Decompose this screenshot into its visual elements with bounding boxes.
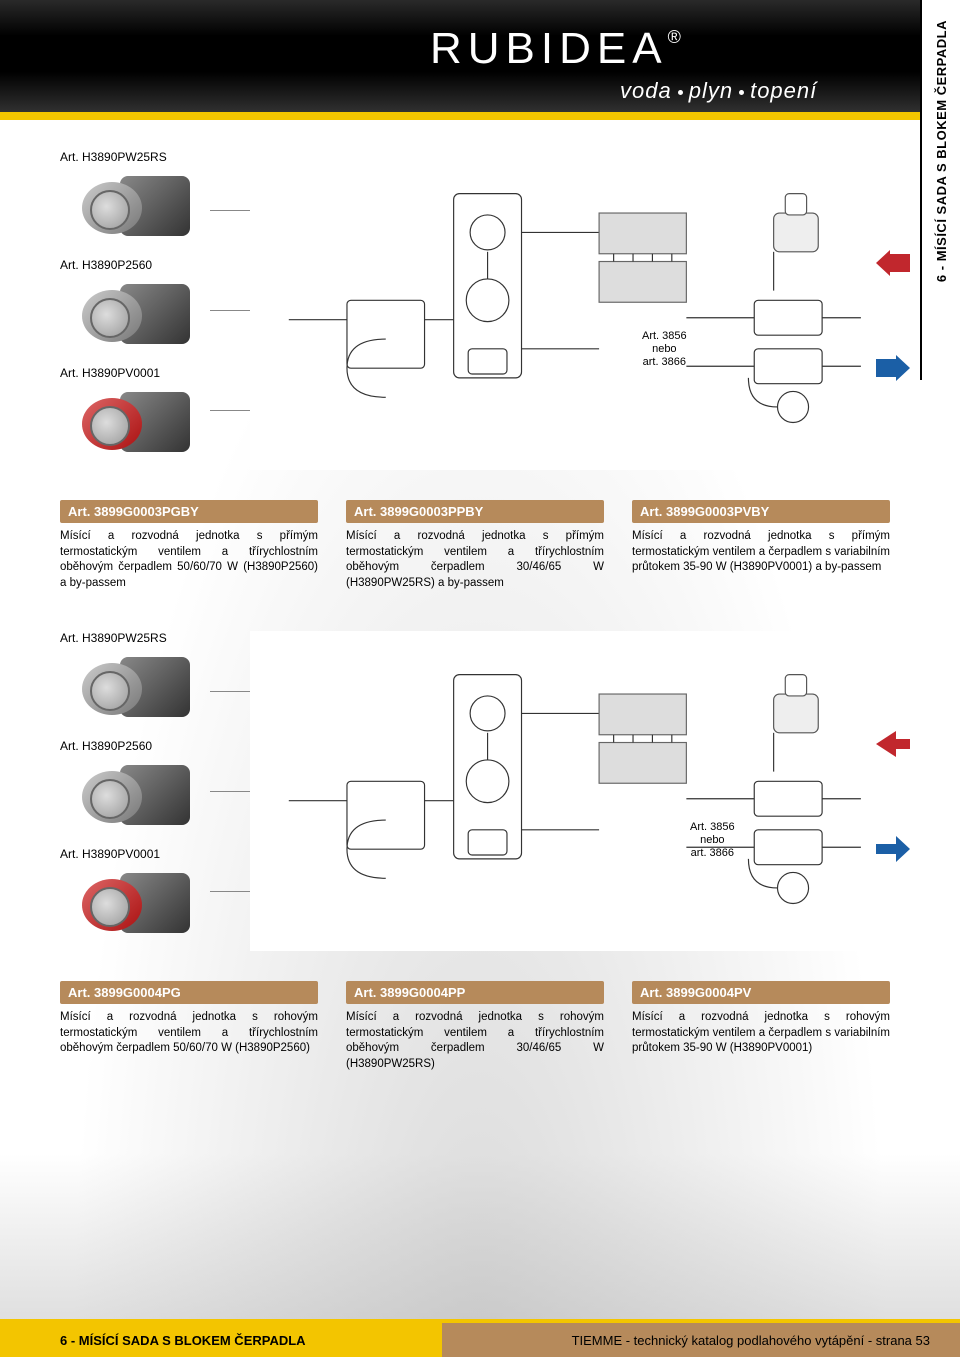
product-title: Art. 3899G0004PG bbox=[60, 981, 318, 1004]
product-card: Art. 3899G0004PG Mísící a rozvodná jedno… bbox=[60, 981, 318, 1072]
block-top: Art. H3890PW25RS Art. H3890P2560 Art. H3… bbox=[60, 150, 890, 591]
product-row-top: Art. 3899G0003PGBY Mísící a rozvodná jed… bbox=[60, 500, 890, 591]
pump-label: Art. H3890P2560 bbox=[60, 739, 240, 753]
page-footer: 6 - MÍSÍCÍ SADA S BLOKEM ČERPADLA TIEMME… bbox=[0, 1323, 960, 1357]
footer-right-text: TIEMME - technický katalog podlahového v… bbox=[572, 1333, 930, 1348]
page-content: Art. H3890PW25RS Art. H3890P2560 Art. H3… bbox=[0, 120, 920, 1357]
logo-text: RUBIDEA bbox=[430, 24, 668, 73]
mid-ref-1: Art. 3856 bbox=[642, 330, 687, 342]
footer-right: TIEMME - technický katalog podlahového v… bbox=[442, 1323, 960, 1357]
mid-ref-3: art. 3866 bbox=[691, 847, 734, 859]
pump-label: Art. H3890P2560 bbox=[60, 258, 240, 272]
product-title: Art. 3899G0004PV bbox=[632, 981, 890, 1004]
yellow-strip-top bbox=[0, 112, 960, 120]
schematic-svg bbox=[250, 631, 890, 951]
mid-ref-3: art. 3866 bbox=[643, 356, 686, 368]
footer-left: 6 - MÍSÍCÍ SADA S BLOKEM ČERPADLA bbox=[0, 1323, 442, 1357]
product-card: Art. 3899G0004PV Mísící a rozvodná jedno… bbox=[632, 981, 890, 1072]
tagline-word-3: topení bbox=[750, 78, 817, 103]
pump-item: Art. H3890PV0001 bbox=[60, 847, 240, 945]
pump-label: Art. H3890PW25RS bbox=[60, 631, 240, 645]
product-row-bottom: Art. 3899G0004PG Mísící a rozvodná jedno… bbox=[60, 981, 890, 1072]
product-card: Art. 3899G0003PVBY Mísící a rozvodná jed… bbox=[632, 500, 890, 591]
product-desc: Mísící a rozvodná jednotka s přímým term… bbox=[346, 529, 604, 591]
side-tab-text: 6 - MÍSÍCÍ SADA S BLOKEM ČERPADLA bbox=[934, 20, 949, 282]
flow-arrow-out bbox=[876, 355, 910, 381]
pump-label: Art. H3890PV0001 bbox=[60, 366, 240, 380]
tagline-dot bbox=[678, 90, 683, 95]
registered-mark: ® bbox=[668, 27, 687, 47]
pump-item: Art. H3890P2560 bbox=[60, 739, 240, 837]
pump-item: Art. H3890P2560 bbox=[60, 258, 240, 356]
schematic-diagram: Art. 3856 nebo art. 3866 bbox=[250, 150, 890, 470]
product-desc: Mísící a rozvodná jednotka s rohovým ter… bbox=[346, 1010, 604, 1072]
pump-image-red bbox=[60, 384, 200, 464]
pumps-column: Art. H3890PW25RS Art. H3890P2560 Art. H3… bbox=[60, 150, 240, 474]
product-card: Art. 3899G0004PP Mísící a rozvodná jedno… bbox=[346, 981, 604, 1072]
pump-image-gray bbox=[60, 757, 200, 837]
mid-ref-1: Art. 3856 bbox=[690, 821, 735, 833]
brand-logo: RUBIDEA® bbox=[430, 24, 687, 74]
flow-arrow-in bbox=[876, 250, 910, 276]
pump-image-gray bbox=[60, 168, 200, 248]
diagram-mid-label: Art. 3856 nebo art. 3866 bbox=[642, 330, 687, 370]
tagline-word-2: plyn bbox=[689, 78, 733, 103]
product-title: Art. 3899G0003PGBY bbox=[60, 500, 318, 523]
schematic-svg bbox=[250, 150, 890, 470]
product-desc: Mísící a rozvodná jednotka s rohovým ter… bbox=[60, 1010, 318, 1057]
flow-arrow-in bbox=[876, 731, 910, 757]
pump-image-red bbox=[60, 865, 200, 945]
brand-tagline: voda plyn topení bbox=[620, 78, 817, 104]
pump-image-gray bbox=[60, 649, 200, 729]
pump-item: Art. H3890PV0001 bbox=[60, 366, 240, 464]
side-tab: 6 - MÍSÍCÍ SADA S BLOKEM ČERPADLA bbox=[920, 0, 960, 380]
product-title: Art. 3899G0003PPBY bbox=[346, 500, 604, 523]
block-bottom: Art. H3890PW25RS Art. H3890P2560 Art. H3… bbox=[60, 631, 890, 1072]
pump-item: Art. H3890PW25RS bbox=[60, 150, 240, 248]
product-card: Art. 3899G0003PPBY Mísící a rozvodná jed… bbox=[346, 500, 604, 591]
flow-arrow-out bbox=[876, 836, 910, 862]
product-card: Art. 3899G0003PGBY Mísící a rozvodná jed… bbox=[60, 500, 318, 591]
tagline-word-1: voda bbox=[620, 78, 672, 103]
product-desc: Mísící a rozvodná jednotka s přímým term… bbox=[60, 529, 318, 591]
pump-label: Art. H3890PV0001 bbox=[60, 847, 240, 861]
pumps-column: Art. H3890PW25RS Art. H3890P2560 Art. H3… bbox=[60, 631, 240, 955]
pump-image-gray bbox=[60, 276, 200, 356]
product-title: Art. 3899G0003PVBY bbox=[632, 500, 890, 523]
pump-label: Art. H3890PW25RS bbox=[60, 150, 240, 164]
mid-ref-2: nebo bbox=[652, 343, 676, 355]
product-desc: Mísící a rozvodná jednotka s přímým term… bbox=[632, 529, 890, 576]
schematic-diagram: Art. 3856 nebo art. 3866 bbox=[250, 631, 890, 951]
product-title: Art. 3899G0004PP bbox=[346, 981, 604, 1004]
diagram-mid-label: Art. 3856 nebo art. 3866 bbox=[690, 821, 735, 861]
tagline-dot bbox=[739, 90, 744, 95]
product-desc: Mísící a rozvodná jednotka s rohovým ter… bbox=[632, 1010, 890, 1057]
footer-left-text: 6 - MÍSÍCÍ SADA S BLOKEM ČERPADLA bbox=[60, 1333, 306, 1348]
pump-item: Art. H3890PW25RS bbox=[60, 631, 240, 729]
mid-ref-2: nebo bbox=[700, 834, 724, 846]
